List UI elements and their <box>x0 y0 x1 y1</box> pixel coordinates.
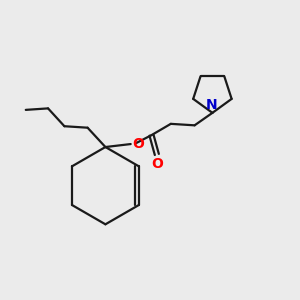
Text: N: N <box>206 98 218 112</box>
Text: O: O <box>132 137 144 151</box>
Text: O: O <box>151 158 163 171</box>
